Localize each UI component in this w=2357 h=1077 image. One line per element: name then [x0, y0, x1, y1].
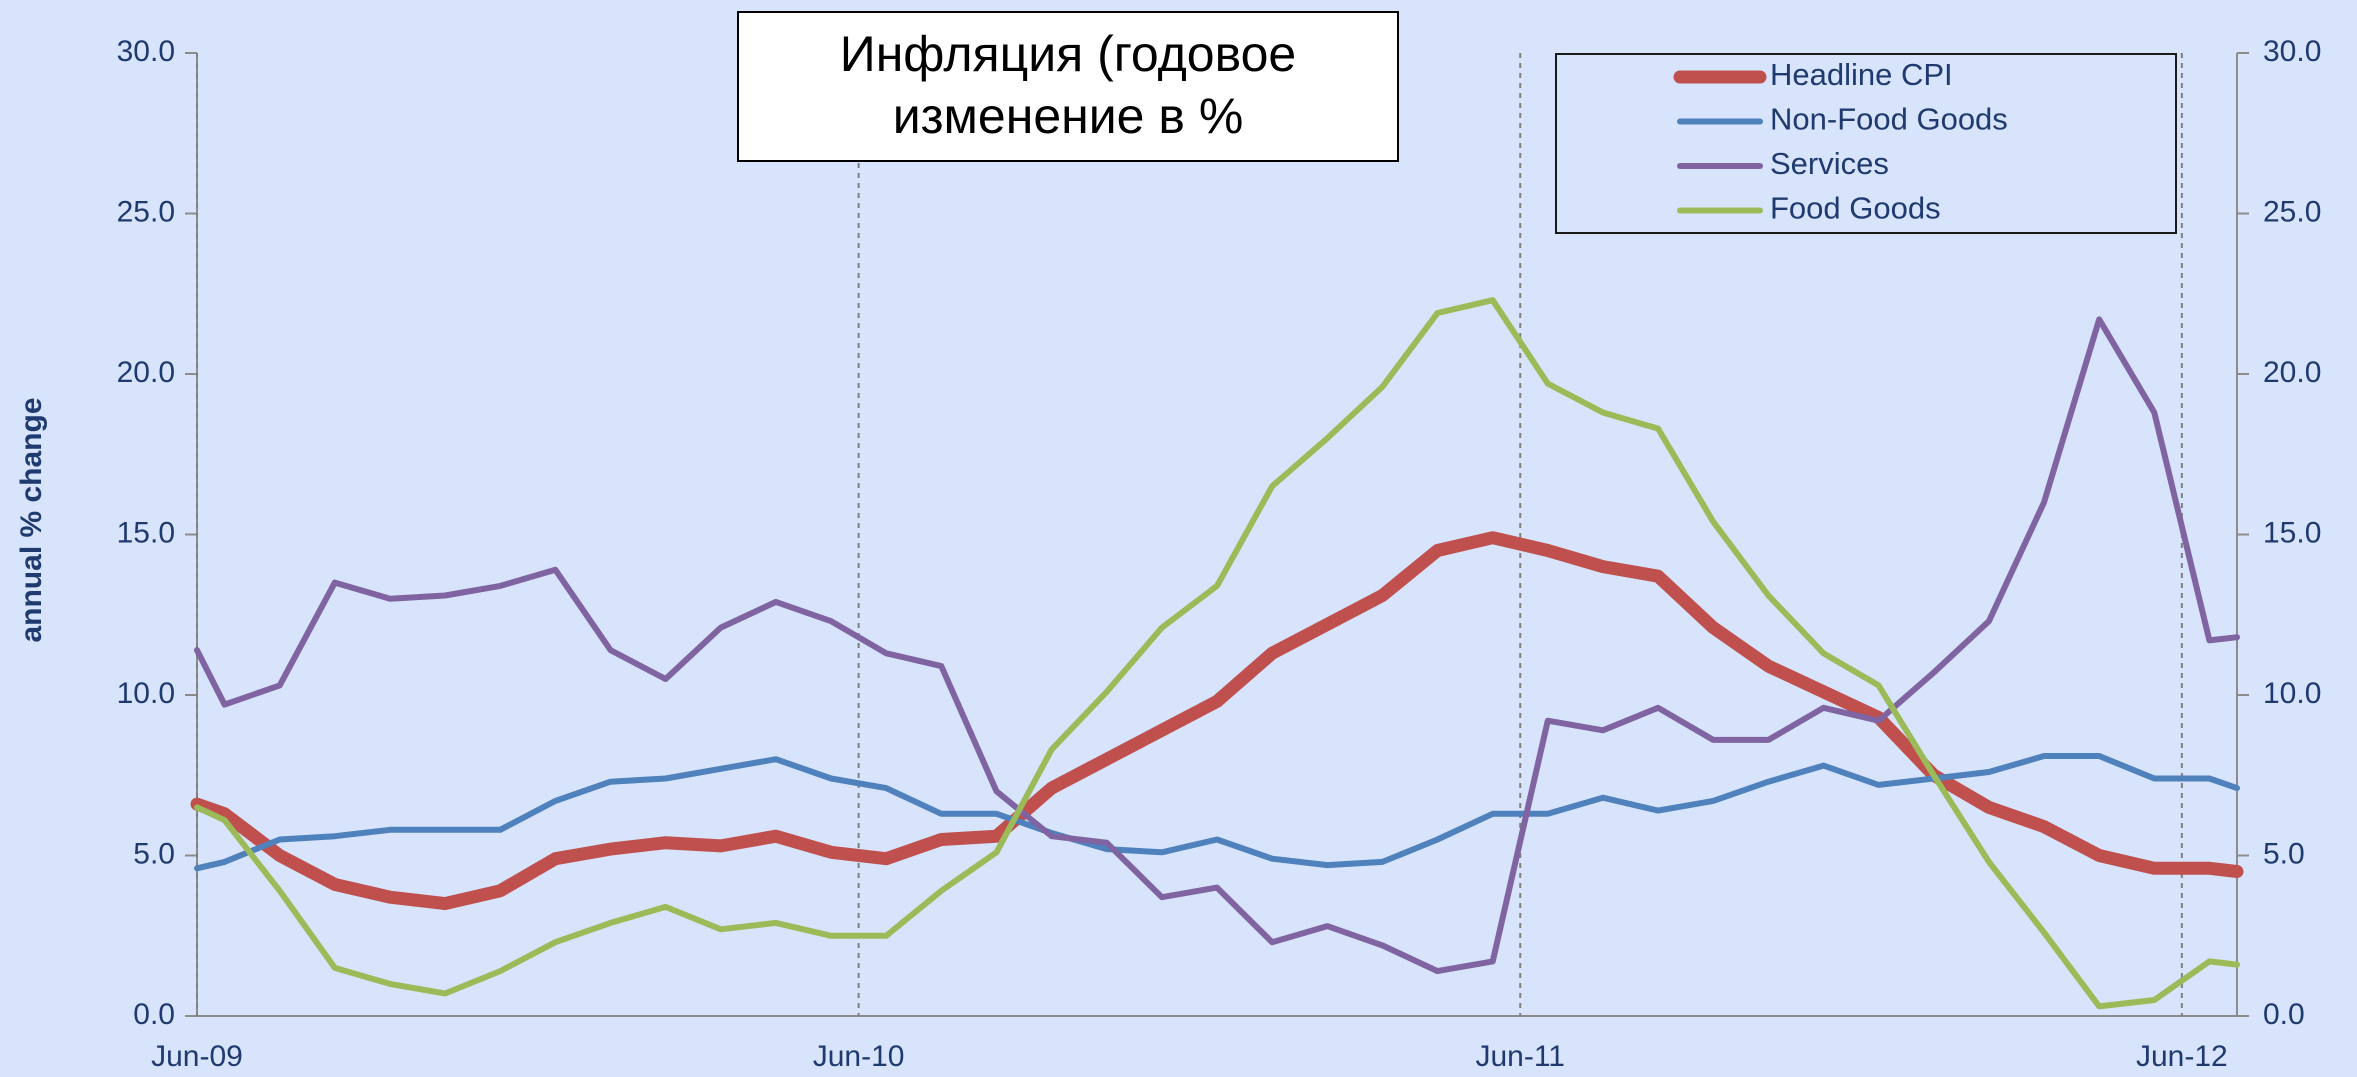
x-tick-label: Jun-09	[151, 1040, 243, 1073]
series-line	[194, 753, 2240, 872]
y2-tick-label: 0.0	[2263, 998, 2305, 1031]
y-tick-label: 5.0	[133, 837, 175, 870]
y-tick-label: 25.0	[117, 195, 175, 228]
x-tick-label: Jun-10	[813, 1040, 905, 1073]
y-tick-label: 15.0	[117, 516, 175, 549]
x-tick-label: Jun-11	[1475, 1040, 1565, 1073]
y2-tick-label: 25.0	[2263, 195, 2321, 228]
y2-tick-label: 20.0	[2263, 356, 2321, 389]
y-tick-label: 30.0	[117, 35, 175, 68]
chart-title: Инфляция (годовое изменение в %	[840, 26, 1296, 144]
series-line	[194, 316, 2240, 975]
y2-tick-label: 15.0	[2263, 516, 2321, 549]
y2-tick-label: 5.0	[2263, 837, 2305, 870]
y-tick-label: 20.0	[117, 356, 175, 389]
legend-label: Non-Food Goods	[1770, 102, 2008, 137]
series-line	[190, 531, 2244, 911]
y2-tick-label: 10.0	[2263, 677, 2321, 710]
legend-label: Services	[1770, 146, 1889, 181]
legend-box	[1555, 53, 2177, 234]
legend-label: Food Goods	[1770, 191, 1941, 226]
y-tick-label: 0.0	[133, 998, 175, 1031]
title-box	[737, 11, 1399, 162]
series-line	[194, 297, 2240, 1010]
y2-tick-label: 30.0	[2263, 35, 2321, 68]
legend-label: Headline CPI	[1770, 57, 1953, 92]
y-tick-label: 10.0	[117, 677, 175, 710]
y-axis-label: annual % change	[15, 397, 48, 642]
x-tick-label: Jun-12	[2136, 1040, 2228, 1073]
